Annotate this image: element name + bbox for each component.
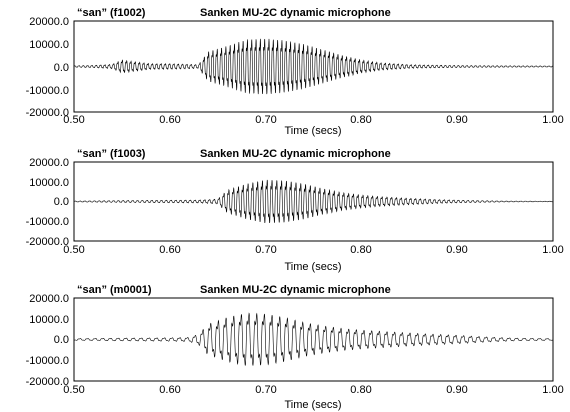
y-tick-label: 0.0 — [54, 196, 69, 208]
y-tick-label: -10000.0 — [26, 355, 69, 367]
y-tick-label: 0.0 — [54, 334, 69, 346]
x-tick-label: 0.80 — [350, 384, 371, 396]
x-tick-label: 0.70 — [255, 384, 276, 396]
y-tick-label: 0.0 — [54, 62, 69, 74]
panel-title-speaker: “san” (f1003) — [77, 148, 146, 160]
x-tick-label: 0.80 — [350, 114, 371, 126]
y-tick-label: 10000.0 — [29, 314, 69, 326]
x-tick-label: 0.50 — [63, 114, 84, 126]
y-tick-label: 20000.0 — [29, 157, 69, 169]
waveform-plot — [73, 312, 554, 366]
panel-title-microphone: Sanken MU-2C dynamic microphone — [200, 284, 391, 296]
waveform-line — [73, 312, 554, 366]
y-tick-label: -10000.0 — [26, 216, 69, 228]
y-tick-label: 10000.0 — [29, 177, 69, 189]
x-axis-label: Time (secs) — [284, 399, 341, 411]
x-tick-label: 1.00 — [542, 244, 563, 256]
x-axis: 0.50 0.60 0.70 0.80 0.90 1.00 — [63, 244, 563, 256]
x-tick-label: 1.00 — [542, 114, 563, 126]
x-tick-label: 1.00 — [542, 384, 563, 396]
panel-f1002: “san” (f1002) Sanken MU-2C dynamic micro… — [26, 7, 564, 137]
y-axis: 20000.0 10000.0 0.0 -10000.0 -20000.0 — [26, 16, 69, 119]
y-tick-label: -20000.0 — [26, 107, 69, 119]
y-tick-label: 20000.0 — [29, 16, 69, 28]
panel-title-microphone: Sanken MU-2C dynamic microphone — [200, 7, 391, 19]
plot-frame — [73, 297, 554, 382]
plot-frame — [73, 20, 554, 113]
x-axis: 0.50 0.60 0.70 0.80 0.90 1.00 — [63, 384, 563, 396]
x-axis-label: Time (secs) — [284, 125, 341, 137]
y-tick-label: -20000.0 — [26, 376, 69, 388]
y-axis: 20000.0 10000.0 0.0 -10000.0 -20000.0 — [26, 293, 69, 388]
x-axis: 0.50 0.60 0.70 0.80 0.90 1.00 — [63, 114, 563, 126]
x-tick-label: 0.90 — [446, 384, 467, 396]
x-tick-label: 0.50 — [63, 244, 84, 256]
x-tick-label: 0.70 — [255, 244, 276, 256]
panel-title-speaker: “san” (f1002) — [77, 7, 146, 19]
waveform-plot — [73, 38, 554, 95]
panel-m0001: “san” (m0001) Sanken MU-2C dynamic micro… — [26, 284, 564, 411]
x-axis-label: Time (secs) — [284, 261, 341, 273]
y-tick-label: -10000.0 — [26, 85, 69, 97]
y-tick-label: 10000.0 — [29, 39, 69, 51]
x-tick-label: 0.90 — [446, 114, 467, 126]
x-tick-label: 0.70 — [255, 114, 276, 126]
x-tick-label: 0.80 — [350, 244, 371, 256]
x-tick-label: 0.60 — [159, 384, 180, 396]
panel-f1003: “san” (f1003) Sanken MU-2C dynamic micro… — [26, 148, 564, 273]
y-tick-label: -20000.0 — [26, 236, 69, 248]
y-tick-label: 20000.0 — [29, 293, 69, 305]
waveform-line — [73, 179, 554, 224]
waveform-plot — [73, 179, 554, 224]
x-tick-label: 0.90 — [446, 244, 467, 256]
x-tick-label: 0.60 — [159, 114, 180, 126]
waveform-line — [73, 38, 554, 95]
panel-title-microphone: Sanken MU-2C dynamic microphone — [200, 148, 391, 160]
y-axis: 20000.0 10000.0 0.0 -10000.0 -20000.0 — [26, 157, 69, 248]
x-tick-label: 0.50 — [63, 384, 84, 396]
x-tick-label: 0.60 — [159, 244, 180, 256]
panel-title-speaker: “san” (m0001) — [77, 284, 152, 296]
